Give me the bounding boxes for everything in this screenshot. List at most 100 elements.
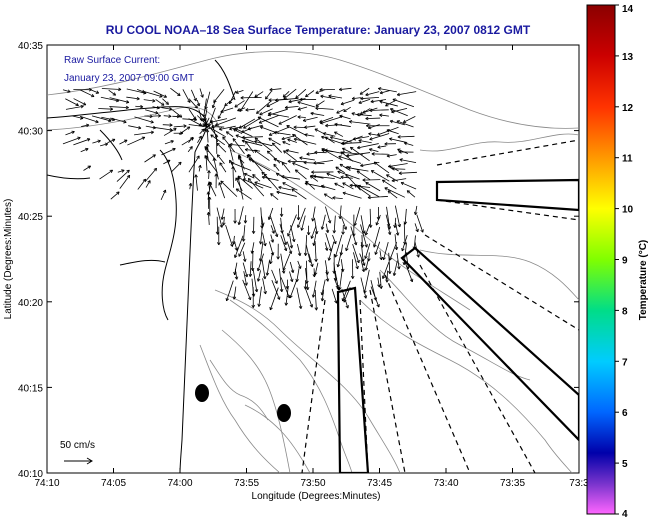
- current-vector: [98, 107, 114, 111]
- current-vector: [292, 133, 308, 146]
- current-vector: [216, 142, 227, 153]
- current-vector: [354, 184, 371, 197]
- current-vector: [238, 242, 246, 257]
- current-vector: [343, 106, 351, 112]
- current-vector: [374, 241, 381, 255]
- current-vector: [308, 253, 314, 268]
- current-vector: [333, 277, 339, 289]
- current-vector: [117, 169, 125, 173]
- current-vector: [163, 128, 177, 136]
- current-vector: [204, 124, 226, 138]
- current-vector: [196, 99, 201, 107]
- current-vector: [155, 99, 165, 106]
- current-vector: [360, 162, 380, 168]
- current-vector: [247, 178, 265, 197]
- current-vector: [216, 154, 225, 164]
- current-vector: [296, 287, 303, 309]
- current-vector: [92, 139, 101, 144]
- current-vector: [256, 100, 272, 114]
- current-vector: [248, 261, 253, 277]
- current-vector: [384, 142, 396, 146]
- current-vector: [206, 191, 211, 209]
- current-vector: [360, 96, 379, 101]
- current-vector: [396, 91, 417, 97]
- current-vector: [109, 97, 130, 104]
- current-vector: [353, 252, 359, 270]
- current-vector: [340, 99, 355, 106]
- current-vector: [172, 114, 180, 119]
- current-vector: [398, 171, 417, 175]
- current-vector: [365, 116, 381, 121]
- current-vector: [153, 90, 167, 98]
- current-vector: [385, 214, 391, 227]
- current-vector: [413, 205, 418, 215]
- current-vector: [367, 195, 388, 200]
- current-vector: [377, 277, 381, 288]
- current-vector: [403, 208, 408, 225]
- current-vector: [232, 138, 245, 154]
- current-vector: [232, 286, 237, 300]
- coastline: [47, 59, 236, 473]
- current-vector: [369, 148, 379, 152]
- current-vector: [323, 193, 333, 200]
- current-vector: [161, 107, 173, 111]
- current-vector: [234, 100, 245, 108]
- current-vector: [310, 225, 317, 239]
- current-vector: [389, 107, 408, 117]
- current-vector: [379, 100, 398, 107]
- current-vector: [296, 205, 301, 221]
- current-vector: [294, 169, 307, 180]
- current-vector: [315, 89, 326, 94]
- current-vector: [99, 142, 109, 147]
- current-vector: [289, 279, 298, 299]
- current-vector: [391, 107, 408, 114]
- x-tick-label: 73:35: [500, 478, 525, 489]
- current-vector: [99, 169, 114, 180]
- current-vector: [119, 139, 128, 145]
- current-vector: [207, 170, 211, 180]
- current-vector: [394, 234, 399, 251]
- current-vector: [416, 214, 424, 233]
- current-vector: [315, 106, 334, 111]
- current-vector: [287, 138, 298, 143]
- current-vector: [160, 189, 167, 201]
- current-vector: [271, 269, 278, 284]
- current-vector: [110, 117, 127, 124]
- current-vector: [163, 159, 171, 165]
- current-vector: [234, 235, 244, 258]
- colorbar-tick-label: 9: [622, 256, 628, 267]
- current-vector: [62, 89, 71, 93]
- current-vector: [210, 134, 225, 146]
- current-vector: [188, 98, 198, 109]
- current-vector: [214, 117, 237, 127]
- current-vector: [321, 135, 342, 144]
- current-vector: [247, 124, 264, 131]
- current-vector: [128, 125, 142, 130]
- current-vector: [81, 123, 90, 128]
- current-vector: [320, 184, 336, 191]
- current-vector: [233, 208, 237, 224]
- y-tick-label: 40:25: [18, 212, 43, 223]
- current-vector: [194, 174, 198, 191]
- current-vector: [256, 253, 264, 272]
- current-vector: [220, 107, 234, 113]
- current-vector: [243, 271, 248, 286]
- current-vector: [257, 116, 279, 128]
- current-vector: [188, 182, 193, 190]
- current-vector: [145, 109, 159, 115]
- current-vector: [127, 136, 146, 146]
- current-vector: [220, 180, 238, 197]
- current-vector: [364, 243, 371, 259]
- current-vector: [387, 252, 392, 275]
- current-vector: [261, 259, 267, 280]
- current-vector: [274, 97, 299, 102]
- current-vector: [359, 87, 370, 95]
- current-vector: [293, 125, 306, 130]
- x-tick-label: 73:40: [433, 478, 458, 489]
- current-vector: [360, 224, 368, 248]
- current-vector: [297, 115, 306, 119]
- current-vector: [336, 251, 342, 268]
- x-tick-label: 74:05: [101, 478, 126, 489]
- current-vector: [287, 159, 307, 164]
